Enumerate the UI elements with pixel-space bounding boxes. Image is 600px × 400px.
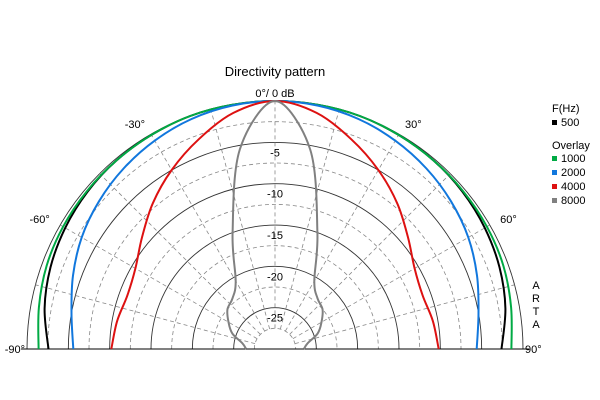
grid-spoke — [292, 224, 490, 340]
grid-spoke — [279, 109, 340, 330]
grid-ring — [191, 265, 359, 350]
legend-swatch-2000 — [552, 170, 557, 175]
series-line-8000 — [226, 100, 324, 350]
db-tick-label: -20 — [267, 271, 283, 283]
watermark-letter: A — [532, 280, 540, 292]
legend-swatch-8000 — [552, 198, 557, 203]
legend-label-2000: 2000 — [561, 167, 585, 179]
polar-grid — [21, 100, 529, 350]
legend-label-4000: 4000 — [561, 181, 585, 193]
legend-overlay-header: Overlay — [552, 140, 590, 152]
legend-label-1000: 1000 — [561, 153, 585, 165]
grid-ring — [129, 203, 421, 350]
angle-tick-label: 90° — [525, 344, 542, 356]
polar-labels: Directivity pattern 0°/ 0 dB -90° -60° -30… — [5, 64, 542, 356]
grid-spoke — [150, 134, 266, 332]
legend-label-500: 500 — [561, 117, 579, 129]
angle-tick-label: -30° — [125, 119, 145, 131]
db-tick-label: -5 — [270, 147, 280, 159]
grid-ring — [171, 245, 379, 350]
angle-tick-label: -90° — [5, 344, 25, 356]
grid-ring — [150, 224, 400, 350]
grid-ring — [109, 183, 441, 350]
db-tick-label: -25 — [267, 313, 283, 325]
db-tick-label: -10 — [267, 189, 283, 201]
chart-title: Directivity pattern — [225, 64, 325, 79]
polar-curves — [37, 100, 513, 350]
legend-swatch-500 — [552, 120, 557, 125]
grid-ring — [233, 307, 317, 350]
angle-tick-label: 30° — [405, 119, 422, 131]
grid-ring — [212, 286, 338, 350]
legend-swatch-4000 — [552, 184, 557, 189]
angle-tick-label: 60° — [500, 214, 517, 226]
watermark-letter: T — [533, 306, 540, 318]
legend-label-8000: 8000 — [561, 195, 585, 207]
db-tick-label: -15 — [267, 230, 283, 242]
grid-spoke — [210, 109, 271, 330]
legend-header: F(Hz) — [552, 103, 580, 115]
grid-spoke — [289, 173, 451, 335]
legend: F(Hz) Overlay 500 1000 2000 4000 8000 — [552, 103, 590, 207]
grid-spoke — [284, 134, 400, 332]
watermark-letter: R — [532, 293, 540, 305]
top-angle-label: 0°/ 0 dB — [255, 88, 294, 100]
legend-swatch-1000 — [552, 156, 557, 161]
grid-spoke — [99, 173, 261, 335]
angle-tick-label: -60° — [30, 214, 50, 226]
grid-ring — [47, 121, 503, 350]
watermark-letter: A — [532, 319, 540, 331]
grid-spoke — [60, 224, 258, 340]
grid-ring — [253, 327, 297, 350]
